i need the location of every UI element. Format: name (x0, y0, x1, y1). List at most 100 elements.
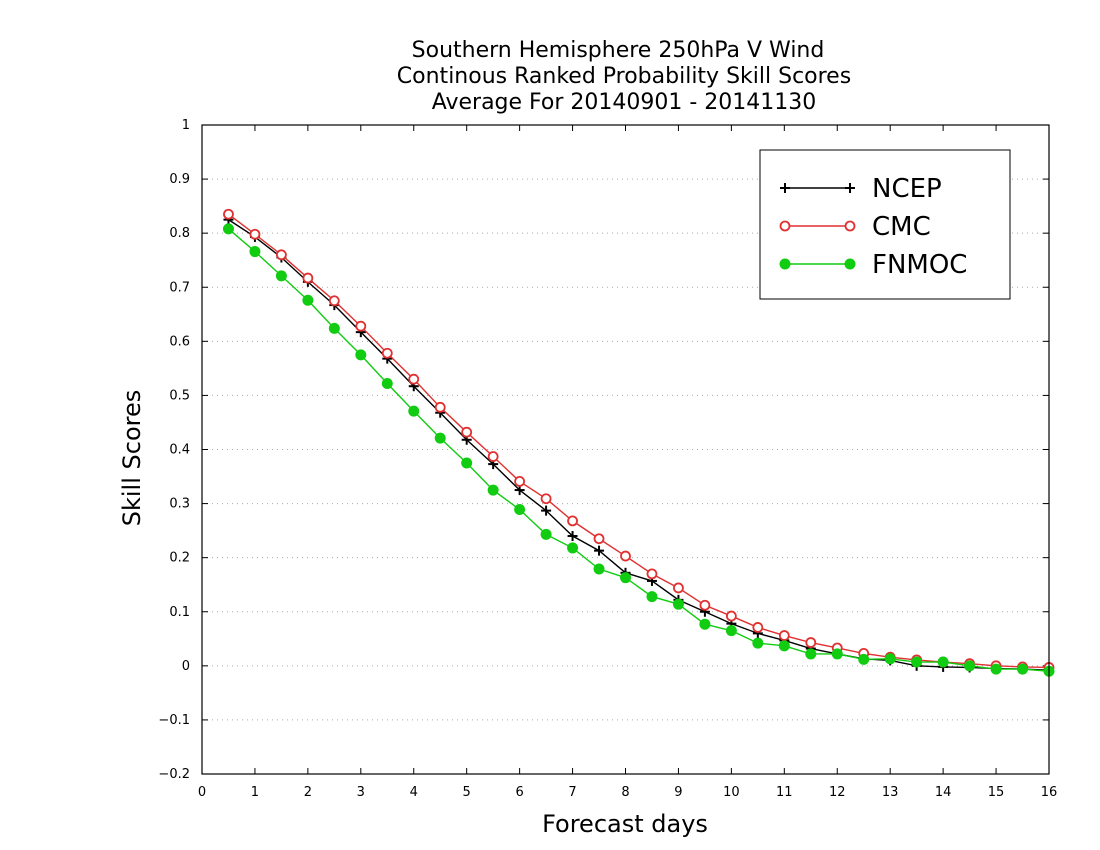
legend-marker-cmc (844, 220, 856, 232)
y-tick-label: 1 (182, 118, 190, 133)
data-point-fnmoc (937, 656, 949, 668)
y-tick-label: 0.5 (169, 388, 190, 403)
data-point-cmc (567, 515, 578, 527)
data-point-cmc (620, 550, 631, 562)
data-point-fnmoc (964, 660, 976, 672)
x-tick-label: 8 (621, 785, 629, 800)
data-point-cmc (593, 533, 605, 545)
y-tick-label: 0.1 (169, 605, 190, 620)
title-line-1: Southern Hemisphere 250hPa V Wind (412, 38, 825, 63)
data-point-cmc (461, 426, 473, 438)
x-tick-label: 14 (935, 785, 952, 800)
legend-label-cmc: CMC (872, 212, 931, 242)
legend-marker-ncep (845, 183, 855, 193)
y-tick-label: 0.7 (169, 280, 190, 295)
y-tick-label: 0.8 (169, 226, 190, 241)
y-axis-label: Skill Scores (118, 390, 146, 527)
title-line-2: Continous Ranked Probability Skill Score… (397, 64, 851, 89)
data-point-fnmoc (540, 528, 552, 540)
y-tick-label: 0.6 (169, 334, 190, 349)
data-point-fnmoc (805, 648, 817, 660)
x-tick-label: 10 (723, 785, 740, 800)
x-tick-label: 15 (988, 785, 1005, 800)
series-fnmoc (222, 223, 1055, 677)
x-tick-label: 7 (568, 785, 576, 800)
data-point-fnmoc (911, 656, 923, 668)
y-tick-label: −0.1 (158, 713, 190, 728)
data-point-fnmoc (461, 457, 473, 469)
data-point-ncep (567, 531, 578, 542)
data-point-cmc (752, 622, 764, 633)
data-point-cmc (540, 493, 552, 505)
data-point-cmc (302, 272, 314, 284)
data-point-cmc (778, 630, 790, 641)
y-tick-label: −0.2 (158, 767, 190, 782)
plot-frame (201, 124, 1050, 775)
data-point-cmc (328, 295, 340, 307)
data-point-ncep (541, 505, 552, 516)
legend-marker-fnmoc (844, 258, 856, 270)
data-point-fnmoc (514, 504, 526, 516)
x-tick-label: 2 (304, 785, 312, 800)
data-point-ncep (594, 545, 605, 556)
legend-item-ncep: NCEP (780, 174, 942, 204)
data-point-cmc (408, 373, 420, 385)
x-axis-label: Forecast days (542, 810, 708, 838)
data-point-fnmoc (672, 598, 684, 610)
data-point-cmc (514, 476, 526, 487)
legend-items: NCEP CMC FNMOC (779, 174, 967, 280)
data-point-fnmoc (249, 246, 261, 258)
y-tick-label: 0.2 (169, 551, 190, 566)
data-point-fnmoc (620, 572, 631, 584)
data-point-cmc (249, 228, 261, 240)
data-point-fnmoc (487, 484, 499, 496)
data-point-cmc (381, 347, 393, 359)
data-point-fnmoc (699, 618, 711, 630)
x-tick-label: 4 (410, 785, 418, 800)
legend-label-fnmoc: FNMOC (872, 250, 967, 280)
legend-item-cmc: CMC (779, 212, 931, 242)
y-tick-label: 0.3 (169, 497, 190, 512)
x-tick-label: 13 (882, 785, 899, 800)
legend-box (759, 149, 1011, 300)
data-point-fnmoc (831, 648, 843, 660)
data-point-cmc (699, 599, 711, 611)
y-tick-label: 0.4 (169, 443, 190, 458)
data-point-cmc (725, 610, 737, 622)
data-point-fnmoc (858, 653, 870, 665)
x-tick-label: 16 (1041, 785, 1058, 800)
legend-marker-cmc (779, 220, 791, 232)
data-point-cmc (646, 568, 658, 580)
data-point-fnmoc (275, 270, 287, 282)
chart-title: Southern Hemisphere 250hPa V Wind Contin… (397, 38, 851, 115)
title-line-3: Average For 20140901 - 20141130 (432, 90, 817, 115)
data-point-fnmoc (355, 349, 367, 361)
data-point-fnmoc (222, 223, 234, 235)
axis-ticks: −0.2−0.100.10.20.30.40.50.60.70.80.910 1 2… (158, 118, 1057, 800)
data-point-fnmoc (302, 294, 314, 306)
data-point-fnmoc (646, 591, 658, 603)
data-point-cmc (434, 401, 446, 413)
data-point-fnmoc (381, 378, 393, 390)
data-point-cmc (673, 582, 684, 594)
x-tick-label: 0 (198, 785, 206, 800)
data-point-fnmoc (328, 322, 340, 334)
x-tick-label: 5 (463, 785, 471, 800)
x-tick-label: 12 (829, 785, 846, 800)
data-point-cmc (355, 320, 367, 332)
legend-marker-fnmoc (779, 258, 791, 270)
data-point-fnmoc (725, 625, 737, 637)
data-point-fnmoc (434, 432, 446, 444)
y-tick-label: 0 (182, 659, 190, 674)
data-point-fnmoc (990, 663, 1002, 675)
x-tick-label: 6 (515, 785, 523, 800)
y-tick-label: 0.9 (169, 172, 190, 187)
data-point-fnmoc (593, 563, 605, 575)
legend-marker-ncep (780, 183, 790, 193)
data-point-fnmoc (408, 405, 420, 417)
x-tick-label: 1 (251, 785, 259, 800)
data-point-cmc (487, 451, 499, 462)
x-tick-label: 11 (776, 785, 793, 800)
x-tick-label: 9 (674, 785, 682, 800)
